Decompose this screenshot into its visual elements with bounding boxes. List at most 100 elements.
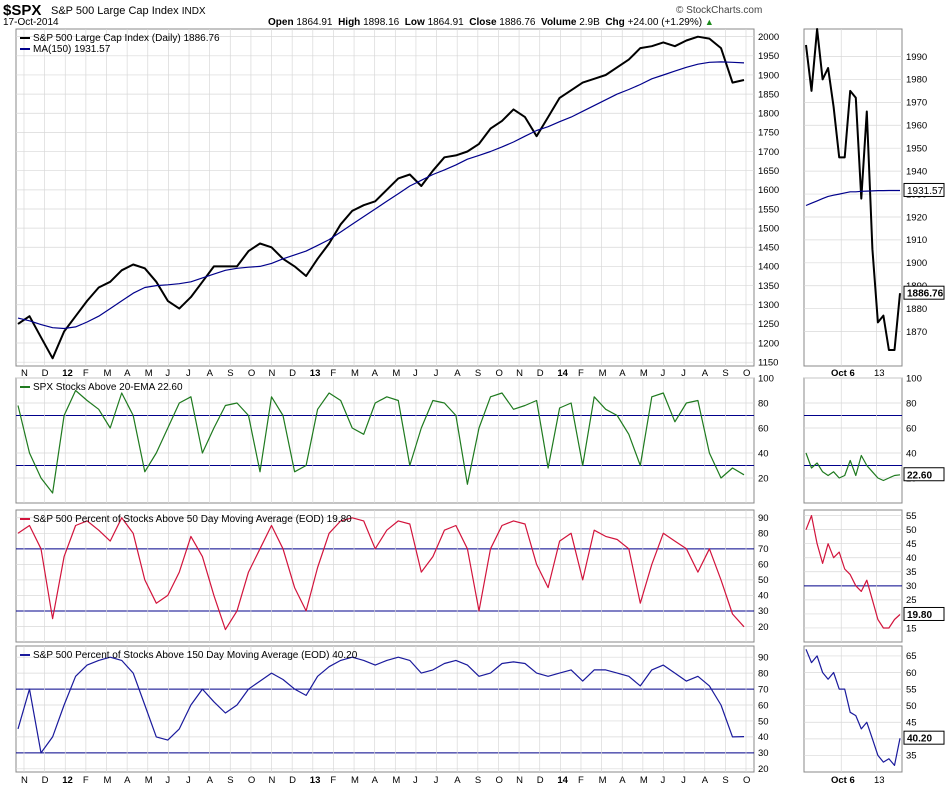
- y-tick-label: 35: [906, 567, 917, 578]
- y-tick-label: 70: [758, 544, 769, 555]
- y-tick-label: 1350: [758, 281, 779, 292]
- x-tick-label: J: [660, 775, 665, 786]
- x-tick-label: M: [104, 368, 112, 379]
- y-tick-label: 40: [906, 553, 917, 564]
- close-callout-box: [903, 285, 945, 300]
- y-tick-label: 1880: [906, 304, 927, 315]
- y-tick-label: 1950: [758, 51, 779, 62]
- legend-label: S&P 500 Large Cap Index (Daily) 1886.76: [33, 33, 220, 44]
- y-tick-label: 1870: [906, 327, 927, 338]
- x-tick-label: J: [413, 368, 418, 379]
- y-tick-label: 60: [758, 560, 769, 571]
- volume-label: Volume: [541, 17, 577, 28]
- x-tick-label: M: [104, 775, 112, 786]
- y-tick-label: 1400: [758, 262, 779, 273]
- x-tick-label: 12: [62, 368, 73, 379]
- y-tick-label: 40: [758, 448, 769, 459]
- y-tick-label: 20: [758, 764, 769, 775]
- y-tick-label: 1600: [758, 185, 779, 196]
- y-tick-label: 80: [758, 398, 769, 409]
- y-tick-label: 50: [906, 525, 917, 536]
- x-tick-label: S: [722, 775, 728, 786]
- x-tick-label: 13: [310, 368, 321, 379]
- side-panel-frame-1: [803, 377, 903, 504]
- x-tick-label: J: [186, 775, 191, 786]
- ema-pct-callout-box: [903, 467, 945, 482]
- main-panel-frame-0: [15, 28, 755, 367]
- y-tick-label: 80: [758, 529, 769, 540]
- legend-label: MA(150) 1931.57: [33, 44, 111, 55]
- y-tick-label: 1150: [758, 357, 778, 368]
- x-tick-label: S: [227, 368, 233, 379]
- x-tick-label: A: [372, 368, 379, 379]
- main-panel-frame-3: [15, 645, 755, 773]
- x-tick-label: M: [599, 368, 607, 379]
- x-tick-label: S: [227, 775, 233, 786]
- y-tick-label: 40: [758, 732, 769, 743]
- x-tick-label: J: [681, 775, 686, 786]
- index-name: S&P 500 Large Cap Index INDX: [51, 5, 206, 17]
- y-tick-label: 1850: [758, 89, 779, 100]
- x-tick-label: J: [660, 368, 665, 379]
- y-tick-label: 90: [758, 652, 769, 663]
- y-tick-label: 1900: [906, 258, 927, 269]
- y-tick-label: 60: [906, 668, 917, 679]
- x-tick-label: N: [21, 775, 28, 786]
- x-tick-label: 14: [557, 368, 568, 379]
- x-tick-label: F: [330, 368, 336, 379]
- x-tick-label: O: [743, 775, 750, 786]
- side-panel-frame-0: [803, 28, 903, 367]
- y-tick-label: 1750: [758, 128, 779, 139]
- series-line-2-0: [17, 517, 745, 631]
- x-tick-label: J: [434, 368, 439, 379]
- side-x-tick-label: Oct 6: [831, 368, 855, 379]
- x-tick-label: A: [702, 368, 709, 379]
- x-tick-label: M: [599, 775, 607, 786]
- x-tick-label: M: [351, 775, 359, 786]
- x-tick-label: J: [186, 368, 191, 379]
- x-tick-label: N: [516, 368, 523, 379]
- x-tick-label: A: [454, 368, 461, 379]
- y-tick-label: 1500: [758, 223, 779, 234]
- x-tick-label: D: [537, 775, 544, 786]
- y-tick-label: 50: [758, 716, 769, 727]
- x-tick-label: O: [495, 775, 502, 786]
- side-panel-frame-2: [803, 509, 903, 643]
- pct50-callout-box: [903, 606, 945, 621]
- y-tick-label: 70: [758, 684, 769, 695]
- x-tick-label: M: [145, 368, 153, 379]
- x-tick-label: J: [165, 368, 170, 379]
- ma-callout: 1931.57: [907, 186, 944, 197]
- y-tick-label: 1980: [906, 75, 927, 86]
- chg-label: Chg: [605, 17, 625, 28]
- x-tick-label: 14: [557, 775, 568, 786]
- x-tick-label: M: [145, 775, 153, 786]
- y-tick-label: 1700: [758, 147, 779, 158]
- x-tick-label: 12: [62, 775, 73, 786]
- y-tick-label: 90: [758, 513, 769, 524]
- x-tick-label: A: [702, 775, 709, 786]
- close-label: Close: [469, 17, 497, 28]
- x-tick-label: F: [578, 775, 584, 786]
- legend-label: S&P 500 Percent of Stocks Above 50 Day M…: [33, 514, 352, 525]
- y-tick-label: 40: [758, 591, 769, 602]
- side-series-line-0-0: [805, 28, 901, 351]
- y-tick-label: 55: [906, 511, 917, 522]
- y-tick-label: 55: [906, 684, 917, 695]
- x-tick-label: D: [42, 368, 49, 379]
- side-series-line-0-1: [805, 189, 900, 207]
- series-line-1-0: [17, 389, 745, 494]
- series-line-3-0: [17, 656, 745, 754]
- up-arrow-icon: ▲: [704, 17, 714, 27]
- stockcharts-brand: © StockCharts.com: [676, 5, 763, 16]
- y-tick-label: 1450: [758, 243, 779, 254]
- x-tick-label: N: [516, 775, 523, 786]
- index-full-name: S&P 500 Large Cap Index: [51, 5, 179, 17]
- x-tick-label: D: [289, 775, 296, 786]
- x-tick-label: O: [248, 368, 255, 379]
- main-panel-frame-2: [15, 509, 755, 643]
- x-tick-label: D: [537, 368, 544, 379]
- legend-label: SPX Stocks Above 20-EMA 22.60: [33, 382, 183, 393]
- y-tick-label: 1650: [758, 166, 779, 177]
